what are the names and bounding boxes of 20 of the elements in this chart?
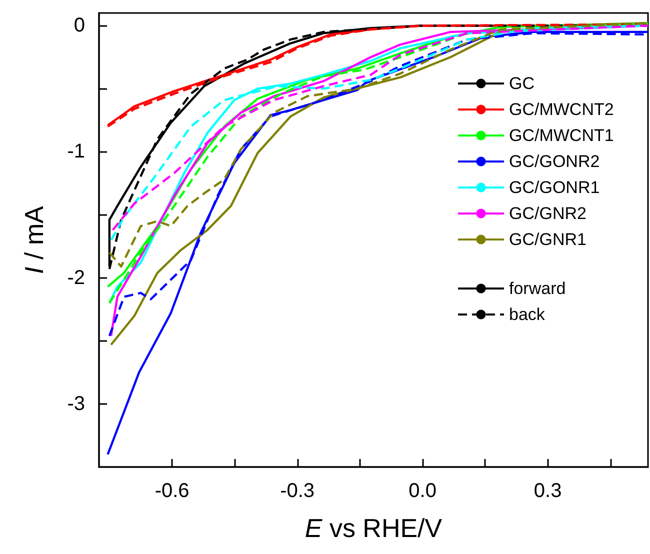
x-tick-label: 0.3: [534, 480, 562, 502]
legend-label: GC/GNR2: [509, 204, 586, 223]
y-tick-label: -1: [67, 140, 85, 163]
legend-label: GC/GNR1: [509, 230, 586, 249]
x-axis-title: E vs RHE/V: [304, 513, 443, 543]
y-tick-label: 0: [74, 14, 85, 37]
x-tick-label: -0.6: [154, 480, 190, 502]
y-tick-label: -2: [67, 266, 85, 289]
legend-label: GC/GONR1: [509, 178, 600, 197]
y-axis-title: I / mA: [19, 205, 49, 274]
legend-label: GC/GONR2: [509, 152, 600, 171]
x-tick-label: 0.0: [408, 480, 436, 502]
legend-label: forward: [509, 279, 566, 298]
x-tick-label: -0.3: [280, 480, 315, 502]
legend-label: GC: [509, 74, 534, 93]
y-tick-label: -3: [67, 392, 85, 415]
line-series: [106, 30, 650, 456]
legend-label: back: [509, 305, 546, 324]
legend-label: GC/MWCNT1: [509, 126, 614, 145]
legend-label: GC/MWCNT2: [509, 100, 614, 119]
